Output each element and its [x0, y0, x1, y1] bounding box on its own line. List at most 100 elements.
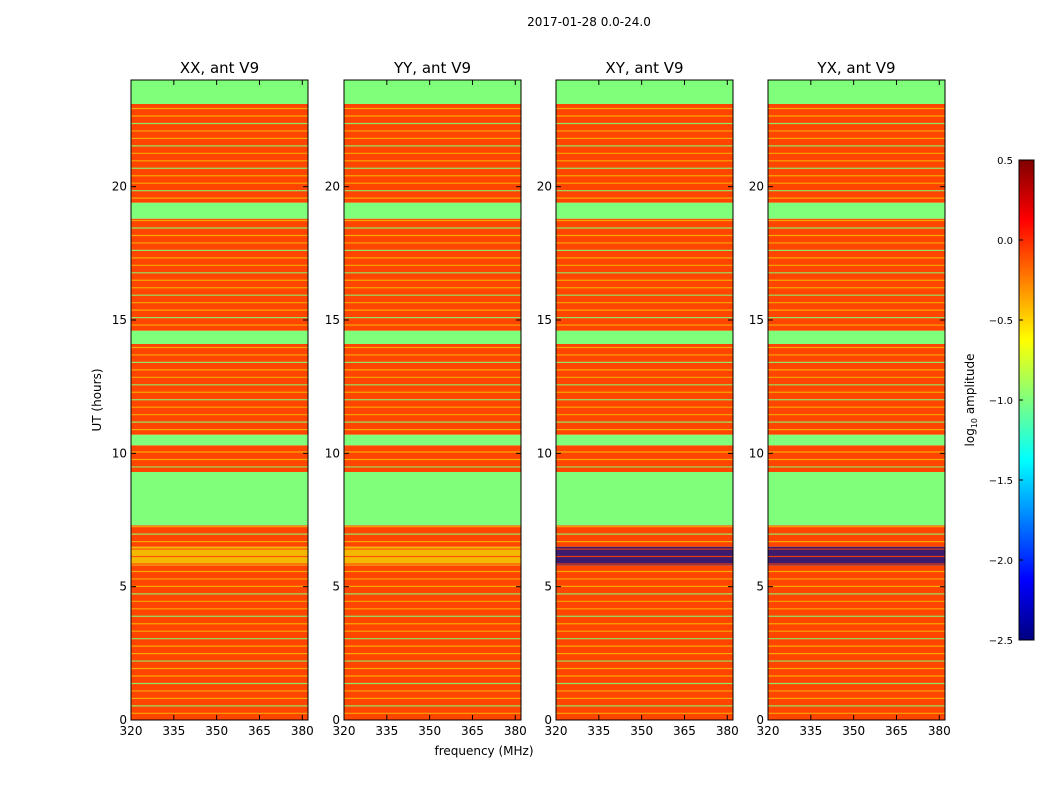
- y-tick-label: 10: [749, 446, 764, 460]
- y-tick-label: 20: [749, 180, 764, 194]
- colorbar-ticks: 0.5 0.0 −0.5 −1.0 −1.5 −2.0 −2.5: [989, 156, 1023, 647]
- y-tick-label: 15: [749, 313, 764, 327]
- plot-frame: [130, 79, 309, 721]
- colorbar-tick-label: 0.5: [997, 156, 1013, 167]
- y-tick-label: 10: [325, 446, 340, 460]
- y-tick-label: 0: [544, 713, 552, 727]
- panels: 320 335 350 365 380 0 5 10 15 20 XX, ant V9 UT (hou…: [90, 59, 951, 758]
- heatmap-band: [556, 445, 733, 472]
- heatmap-band: [131, 80, 308, 104]
- panel-title: XX, ant V9: [180, 59, 259, 77]
- heatmap-band: [768, 472, 945, 526]
- heatmap-band: [131, 565, 308, 720]
- y-tick-label: 5: [332, 580, 340, 594]
- plot-frame: [555, 79, 734, 721]
- heatmap-band: [131, 330, 308, 344]
- y-tick-label: 10: [112, 446, 127, 460]
- heatmap-band: [768, 80, 945, 104]
- x-tick-label: 320: [120, 724, 143, 738]
- x-tick-label: 350: [630, 724, 653, 738]
- panel-3: 320 335 350 365 380 0 5 10 15 20 XY, ant V9: [537, 59, 739, 738]
- y-tick-label: 5: [544, 580, 552, 594]
- heatmap-band: [768, 525, 945, 547]
- colorbar-label-sub: 10: [970, 418, 979, 428]
- heatmap-band: [556, 434, 733, 446]
- x-tick-label: 335: [799, 724, 822, 738]
- plot-frame: [343, 79, 522, 721]
- heatmap-band: [131, 472, 308, 526]
- figure-title: 2017-01-28 0.0-24.0: [527, 15, 651, 29]
- panel-title: YX, ant V9: [816, 59, 895, 77]
- heatmap-band: [344, 330, 521, 344]
- heatmap-band: [556, 202, 733, 219]
- heatmap-band: [768, 202, 945, 219]
- x-tick-label: 350: [205, 724, 228, 738]
- panel-title: XY, ant V9: [605, 59, 683, 77]
- heatmap-band: [344, 434, 521, 446]
- heatmap-band: [344, 525, 521, 547]
- x-tick-label: 335: [587, 724, 610, 738]
- x-tick-label: 380: [291, 724, 314, 738]
- x-tick-label: 380: [928, 724, 951, 738]
- colorbar-tick-label: −1.0: [989, 396, 1013, 407]
- heatmap-band: [556, 218, 733, 331]
- heatmap-band: [131, 434, 308, 446]
- heatmap-band: [556, 330, 733, 344]
- heatmap-band: [556, 472, 733, 526]
- panel-4: 320 335 350 365 380 0 5 10 15 20 YX, ant V9: [749, 59, 951, 738]
- y-tick-label: 0: [332, 713, 340, 727]
- colorbar-tick-label: −2.0: [989, 556, 1013, 567]
- x-tick-label: 365: [248, 724, 271, 738]
- colorbar-tick-label: −0.5: [989, 316, 1013, 327]
- y-tick-label: 5: [756, 580, 764, 594]
- heatmap-band: [768, 218, 945, 331]
- heatmap-band: [768, 330, 945, 344]
- heatmap-band: [556, 525, 733, 547]
- y-tick-label: 0: [119, 713, 127, 727]
- heatmap-band: [344, 202, 521, 219]
- panel-1: 320 335 350 365 380 0 5 10 15 20 XX, ant V9 UT (hou…: [90, 59, 314, 738]
- y-tick-label: 20: [325, 180, 340, 194]
- colorbar-label-base: log: [963, 428, 977, 446]
- y-tick-label: 15: [537, 313, 552, 327]
- x-axis-label: frequency (MHz): [434, 744, 533, 758]
- colorbar-tick-label: 0.0: [997, 236, 1013, 247]
- y-tick-label: 10: [537, 446, 552, 460]
- y-axis-label: UT (hours): [90, 368, 104, 431]
- heatmap-band: [131, 202, 308, 219]
- y-tick-label: 5: [119, 580, 127, 594]
- colorbar-tick-label: −1.5: [989, 476, 1013, 487]
- heatmap-band: [131, 344, 308, 435]
- panel-title: YY, ant V9: [393, 59, 471, 77]
- x-tick-label: 320: [757, 724, 780, 738]
- heatmap-band: [344, 472, 521, 526]
- heatmap-band: [768, 445, 945, 472]
- colorbar-tick-label: −2.5: [989, 636, 1013, 647]
- x-tick-label: 365: [885, 724, 908, 738]
- x-tick-label: 380: [504, 724, 527, 738]
- y-tick-label: 15: [325, 313, 340, 327]
- heatmap-band: [344, 344, 521, 435]
- heatmap-band: [344, 80, 521, 104]
- x-tick-label: 365: [673, 724, 696, 738]
- y-tick-label: 0: [756, 713, 764, 727]
- colorbar: 0.5 0.0 −0.5 −1.0 −1.5 −2.0 −2.5 log10 amplitu…: [963, 156, 1035, 647]
- colorbar-label-rest: amplitude: [963, 354, 977, 418]
- heatmap-band: [768, 434, 945, 446]
- x-tick-label: 335: [375, 724, 398, 738]
- heatmap-band: [344, 218, 521, 331]
- heatmap-band: [556, 344, 733, 435]
- heatmap-band: [556, 565, 733, 720]
- plot-frame: [767, 79, 946, 721]
- x-tick-label: 380: [716, 724, 739, 738]
- heatmap-band: [768, 565, 945, 720]
- x-tick-label: 350: [842, 724, 865, 738]
- heatmap-band: [131, 218, 308, 331]
- heatmap-band: [344, 445, 521, 472]
- y-tick-label: 15: [112, 313, 127, 327]
- heatmap-band: [131, 525, 308, 547]
- heatmap-band: [768, 344, 945, 435]
- y-tick-label: 20: [537, 180, 552, 194]
- x-tick-label: 365: [461, 724, 484, 738]
